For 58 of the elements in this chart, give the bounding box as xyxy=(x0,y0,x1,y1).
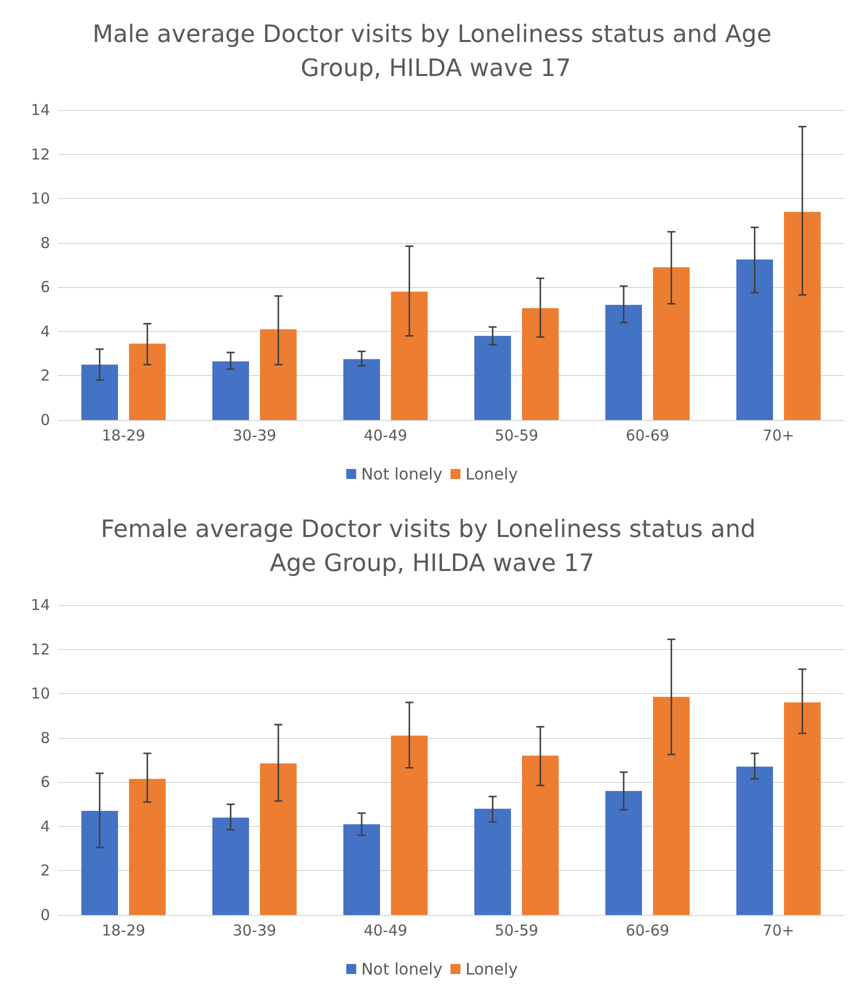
bar xyxy=(343,824,380,915)
y-tick-label: 10 xyxy=(30,190,50,208)
y-tick-label: 8 xyxy=(40,728,50,747)
bar xyxy=(736,766,773,915)
x-tick-label: 50-59 xyxy=(494,426,538,444)
chart-title: Female average Doctor visits by Loneliness status and Age Group, HILDA wave 17 xyxy=(100,515,764,577)
bar xyxy=(81,810,118,915)
bar xyxy=(736,259,773,420)
y-tick-label: 4 xyxy=(40,817,50,836)
y-tick-label: 6 xyxy=(40,773,50,792)
x-tick-label: 60-69 xyxy=(626,426,670,444)
chart-title: Male average Doctor visits by Loneliness status and Age Group, HILDA wave 17 xyxy=(92,20,772,82)
x-tick-label: 70+ xyxy=(762,426,794,444)
bar xyxy=(605,304,642,420)
x-tick-label: 40-49 xyxy=(364,922,408,940)
x-tick-label: 70+ xyxy=(762,922,794,940)
bar xyxy=(784,702,821,915)
y-tick-label: 6 xyxy=(40,278,50,296)
bar xyxy=(391,292,428,420)
x-tick-label: 50-59 xyxy=(494,922,538,940)
x-tick-label: 60-69 xyxy=(626,922,670,940)
x-tick-label: 18-29 xyxy=(102,922,146,940)
bar xyxy=(81,364,118,420)
y-tick-label: 8 xyxy=(40,234,50,252)
bar xyxy=(522,756,559,915)
y-tick-label: 2 xyxy=(40,862,50,880)
bar xyxy=(129,778,166,915)
bar xyxy=(129,344,166,420)
bar xyxy=(653,267,690,420)
bar xyxy=(212,818,249,915)
bar xyxy=(784,212,821,420)
y-tick-label: 0 xyxy=(40,906,50,924)
bar xyxy=(474,336,511,420)
x-tick-label: 30-39 xyxy=(232,426,276,444)
bar xyxy=(212,361,249,420)
y-tick-label: 12 xyxy=(30,145,50,164)
y-tick-label: 4 xyxy=(40,322,50,340)
legend-label: Not lonely xyxy=(361,960,442,978)
bar xyxy=(605,791,642,915)
legend-label: Lonely xyxy=(465,960,518,978)
y-tick-label: 14 xyxy=(30,101,50,119)
y-tick-label: 12 xyxy=(30,640,50,658)
y-tick-label: 10 xyxy=(30,684,50,703)
legend-label: Not lonely xyxy=(361,464,442,484)
x-tick-label: 40-49 xyxy=(364,426,408,444)
x-tick-label: 30-39 xyxy=(232,922,276,940)
y-tick-label: 2 xyxy=(40,366,50,385)
bar xyxy=(391,736,428,915)
bar xyxy=(474,808,511,915)
y-tick-label: 14 xyxy=(30,596,50,614)
bar xyxy=(260,329,297,420)
x-tick-label: 18-29 xyxy=(102,426,146,444)
bar xyxy=(653,696,690,915)
legend-label: Lonely xyxy=(465,464,518,484)
bar xyxy=(522,308,559,420)
bar xyxy=(343,359,380,420)
bar xyxy=(260,763,297,915)
y-tick-label: 0 xyxy=(40,411,50,429)
